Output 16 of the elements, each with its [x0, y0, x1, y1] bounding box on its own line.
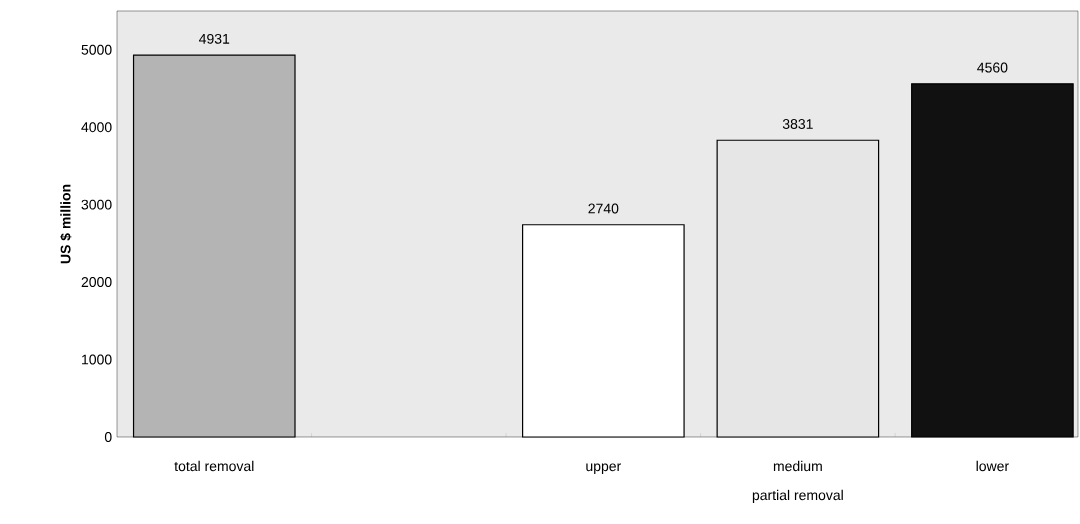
- data-label: 2740: [588, 203, 619, 214]
- data-label: 4931: [199, 33, 230, 44]
- data-label: 4560: [977, 62, 1008, 73]
- text: partial removal: [752, 489, 843, 503]
- x-tick-label: total removal: [174, 460, 254, 472]
- y-axis-title: US $ million: [60, 184, 72, 264]
- y-tick-label: 1000: [82, 354, 112, 365]
- y-tick-label: 0: [104, 432, 112, 442]
- y-tick-label: 3000: [81, 199, 112, 210]
- y-tick-label: 5000: [81, 44, 112, 55]
- x-tick-label: upper: [586, 463, 622, 474]
- x-tick-label: lower: [976, 460, 1009, 472]
- x-tick-label: medium: [773, 460, 822, 472]
- y-tick-label: 4000: [81, 122, 112, 133]
- y-tick-label: 2000: [81, 277, 112, 288]
- data-label: 3831: [782, 119, 813, 130]
